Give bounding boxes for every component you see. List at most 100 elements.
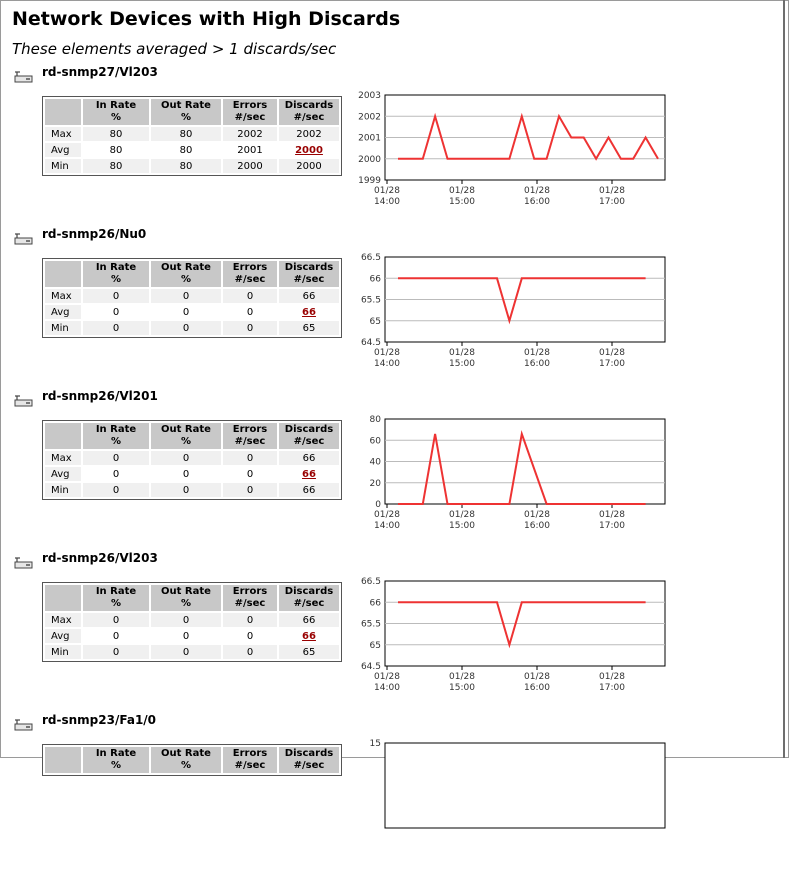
y-tick-label: 66	[370, 598, 382, 608]
y-tick-label: 0	[375, 500, 381, 510]
table-header[interactable]: Discards #/sec	[279, 747, 339, 773]
table-cell: 0	[83, 321, 149, 335]
table-header[interactable]: Out Rate%	[151, 585, 221, 611]
x-tick-label: 15:00	[449, 683, 475, 693]
table-header[interactable]: Out Rate%	[151, 423, 221, 449]
table-row: Avg 0 0 0 66	[45, 305, 339, 319]
device-section: rd-snmp26/Vl201 In Rate% Out Rate% Errors #/…	[0, 387, 780, 549]
table-header[interactable]: Errors #/sec	[223, 423, 277, 449]
device-section: rd-snmp26/Vl203 In Rate% Out Rate% Errors #/…	[0, 549, 780, 711]
avg-discards-link[interactable]: 66	[302, 306, 316, 318]
table-cell: 0	[246, 306, 254, 318]
avg-discards-link[interactable]: 2000	[295, 144, 323, 156]
y-tick-label: 2000	[358, 155, 381, 165]
x-tick-label: 01/28	[599, 510, 625, 520]
table-header[interactable]: Discards #/sec	[279, 423, 339, 449]
device-section: rd-snmp27/Vl203 In Rate% Out Rate% Errors #/…	[0, 63, 780, 225]
table-cell: 66	[279, 629, 339, 643]
row-label: Avg	[45, 629, 81, 643]
table-cell: 66	[279, 305, 339, 319]
table-cell: 0	[83, 483, 149, 497]
table-cell: 0	[151, 289, 221, 303]
table-cell: 80	[83, 159, 149, 173]
table-header[interactable]: In Rate%	[83, 585, 149, 611]
table-cell: 65	[279, 645, 339, 659]
x-tick-label: 16:00	[524, 683, 550, 693]
x-tick-label: 01/28	[374, 186, 400, 196]
avg-discards-link[interactable]: 66	[302, 630, 316, 642]
table-cell: 65	[279, 321, 339, 335]
table-row: Max 0 0 0 66	[45, 451, 339, 465]
table-cell: 0	[83, 645, 149, 659]
network-device-icon	[14, 717, 34, 731]
table-header[interactable]: Errors #/sec	[223, 747, 277, 773]
table-row: Min 0 0 0 65	[45, 645, 339, 659]
x-tick-label: 15:00	[449, 359, 475, 369]
table-cell: 2000	[279, 159, 339, 173]
x-tick-label: 01/28	[374, 510, 400, 520]
discards-chart: 80604020001/2814:0001/2815:0001/2816:000…	[370, 415, 666, 531]
table-cell: 0	[246, 468, 254, 480]
table-cell: 0	[83, 451, 149, 465]
table-cell: 0	[112, 630, 120, 642]
x-tick-label: 15:00	[449, 197, 475, 207]
table-cell: 80	[151, 159, 221, 173]
y-tick-label: 15	[370, 739, 381, 749]
y-tick-label: 2003	[358, 91, 381, 101]
row-label: Max	[45, 451, 81, 465]
row-label: Min	[45, 321, 81, 335]
network-device-icon	[14, 555, 34, 569]
table-row: Max 0 0 0 66	[45, 289, 339, 303]
row-label: Avg	[45, 467, 81, 481]
row-label: Max	[45, 289, 81, 303]
y-tick-label: 66.5	[361, 577, 381, 587]
x-tick-label: 01/28	[374, 348, 400, 358]
table-header[interactable]: In Rate%	[83, 99, 149, 125]
stats-table: In Rate% Out Rate% Errors #/sec Discards #/se…	[42, 420, 342, 500]
row-label: Min	[45, 645, 81, 659]
x-tick-label: 15:00	[449, 521, 475, 531]
table-cell: 80	[109, 144, 123, 156]
y-tick-label: 65.5	[361, 296, 381, 306]
x-tick-label: 14:00	[374, 197, 400, 207]
device-name: rd-snmp26/Vl201	[42, 389, 158, 403]
table-header[interactable]: Out Rate%	[151, 99, 221, 125]
table-header[interactable]: Errors #/sec	[223, 261, 277, 287]
y-tick-label: 64.5	[361, 662, 381, 672]
table-header[interactable]: In Rate%	[83, 261, 149, 287]
table-cell: 0	[112, 306, 120, 318]
table-header[interactable]: In Rate%	[83, 423, 149, 449]
table-cell: 0	[223, 645, 277, 659]
x-tick-label: 01/28	[374, 672, 400, 682]
x-tick-label: 16:00	[524, 197, 550, 207]
avg-discards-link[interactable]: 66	[302, 468, 316, 480]
row-label: Min	[45, 483, 81, 497]
table-header[interactable]: Out Rate%	[151, 747, 221, 773]
device-name: rd-snmp27/Vl203	[42, 65, 158, 79]
table-cell: 0	[182, 468, 190, 480]
table-header[interactable]: Out Rate%	[151, 261, 221, 287]
row-label: Min	[45, 159, 81, 173]
table-cell: 0	[112, 468, 120, 480]
stats-table: In Rate% Out Rate% Errors #/sec Discards #/se…	[42, 582, 342, 662]
discards-chart: 66.56665.56564.501/2814:0001/2815:0001/2…	[361, 577, 666, 693]
row-label: Avg	[45, 305, 81, 319]
page-title: Network Devices with High Discards	[12, 8, 401, 30]
discards-chart: 2003200220012000199901/2814:0001/2815:00…	[358, 91, 666, 207]
x-tick-label: 01/28	[449, 672, 475, 682]
table-cell: 0	[182, 306, 190, 318]
table-header[interactable]: Discards #/sec	[279, 261, 339, 287]
table-cell: 0	[151, 645, 221, 659]
y-tick-label: 66.5	[361, 253, 381, 263]
y-tick-label: 80	[370, 415, 382, 425]
table-header[interactable]: Errors #/sec	[223, 99, 277, 125]
table-header[interactable]: Discards #/sec	[279, 99, 339, 125]
discards-chart: 66.56665.56564.501/2814:0001/2815:0001/2…	[361, 253, 666, 369]
table-header[interactable]: Discards #/sec	[279, 585, 339, 611]
table-header[interactable]: Errors #/sec	[223, 585, 277, 611]
table-cell: 0	[151, 613, 221, 627]
table-header	[45, 423, 81, 449]
table-header[interactable]: In Rate%	[83, 747, 149, 773]
series-line	[398, 277, 646, 325]
series-line	[398, 429, 646, 505]
